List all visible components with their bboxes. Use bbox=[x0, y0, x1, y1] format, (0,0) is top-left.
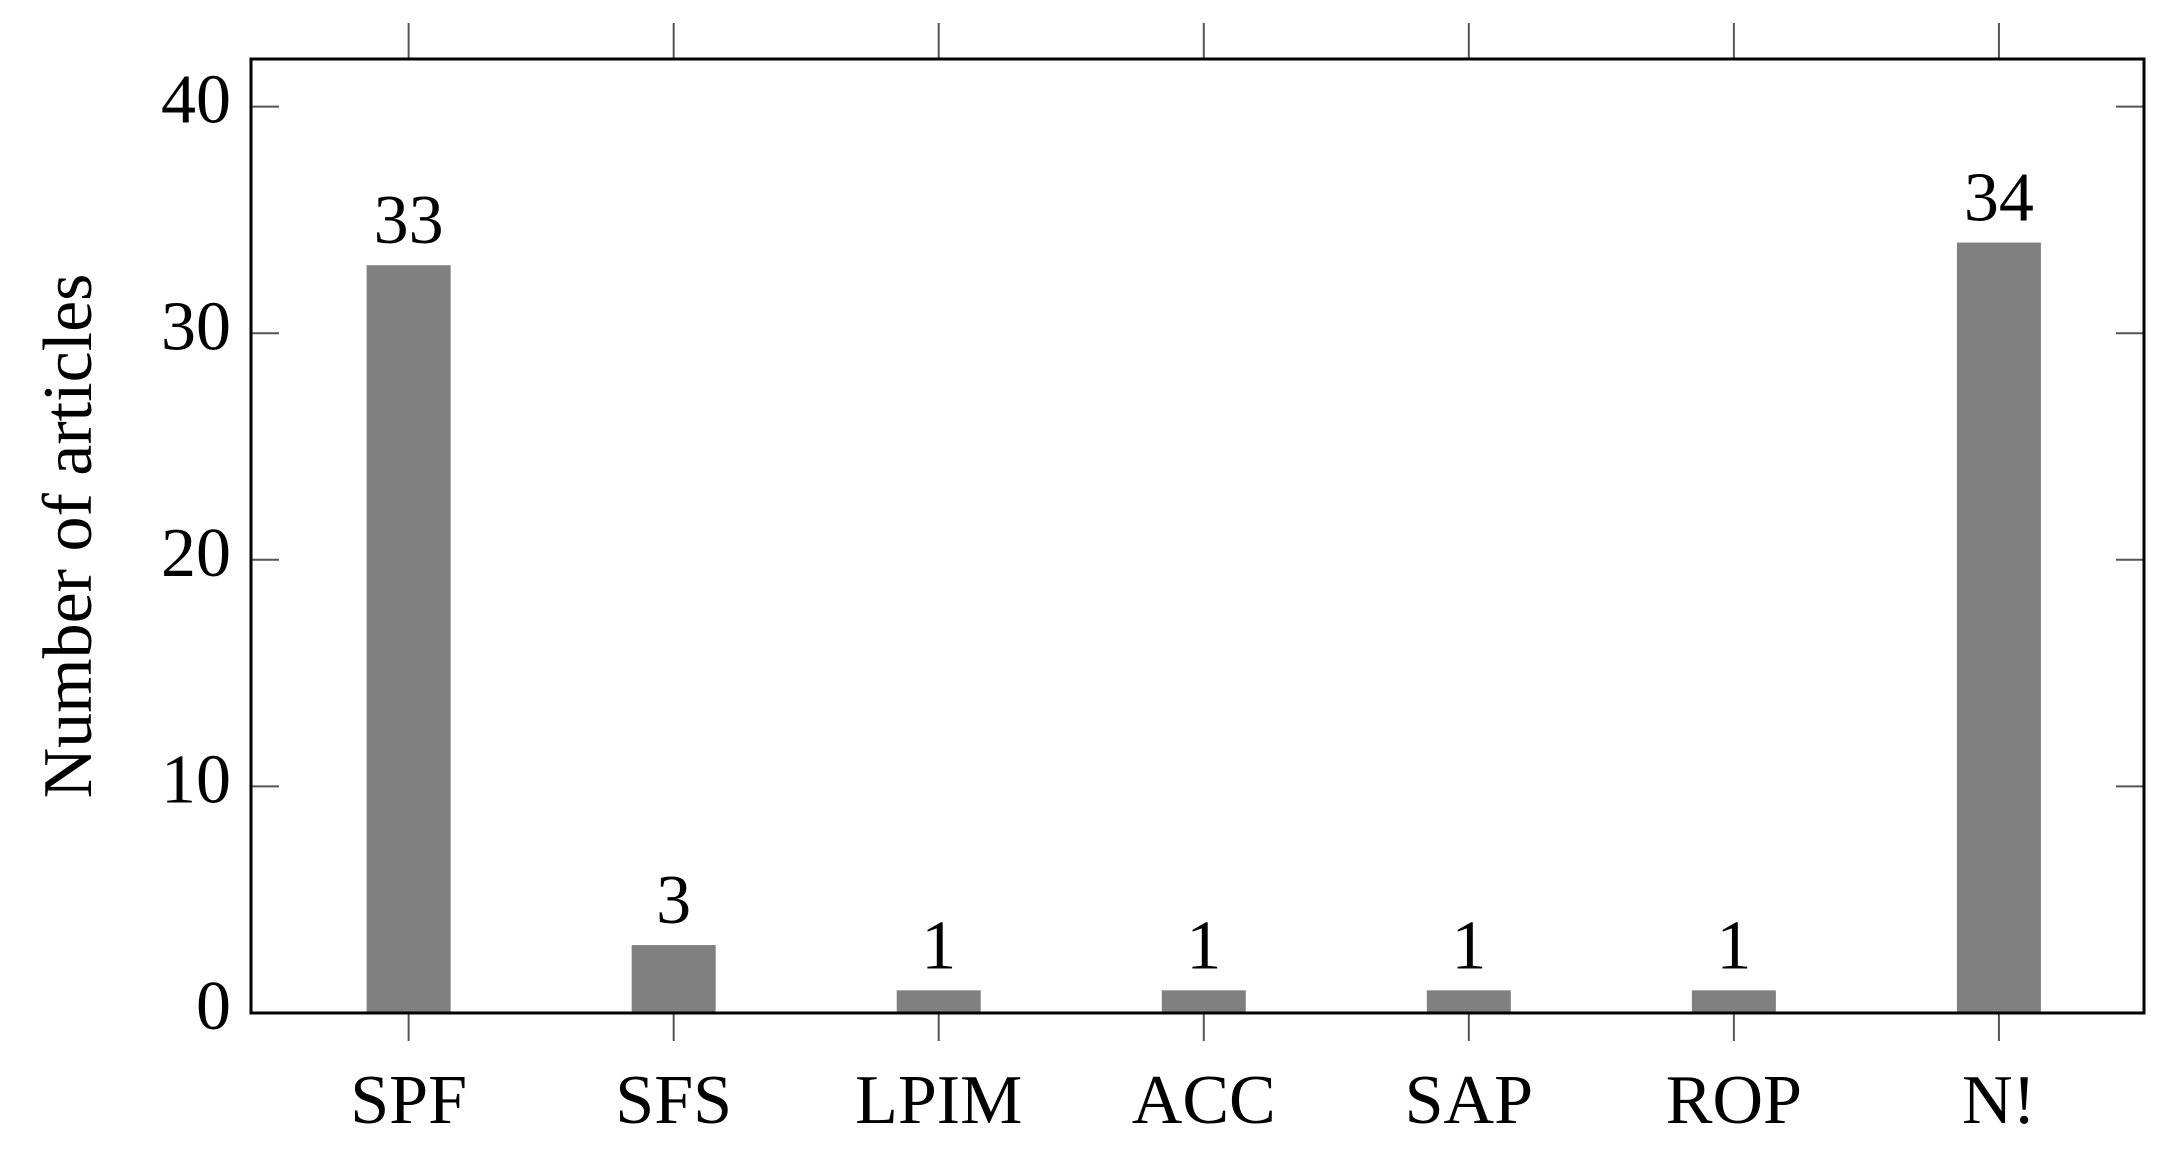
bar bbox=[1956, 242, 2041, 1013]
data-label: 1 bbox=[921, 907, 956, 984]
x-tick-label: LPIM bbox=[855, 1062, 1022, 1139]
data-label: 1 bbox=[1186, 907, 1221, 984]
bar bbox=[366, 265, 451, 1014]
y-tick-label: 10 bbox=[161, 741, 231, 818]
bar bbox=[896, 990, 981, 1013]
y-tick-label: 0 bbox=[196, 968, 231, 1045]
plot-frame bbox=[249, 57, 2146, 1015]
bar bbox=[1426, 990, 1511, 1013]
x-tick-label: N! bbox=[1962, 1062, 2036, 1139]
x-tick-label: SAP bbox=[1405, 1062, 1533, 1139]
y-tick-label: 30 bbox=[161, 288, 231, 365]
y-tick-label: 40 bbox=[161, 62, 231, 139]
data-label: 1 bbox=[1451, 907, 1486, 984]
x-tick-label: ROP bbox=[1666, 1062, 1802, 1139]
y-axis-label: Number of articles bbox=[30, 274, 107, 799]
data-label: 34 bbox=[1964, 160, 2034, 237]
y-tick-label: 20 bbox=[161, 515, 231, 592]
x-tick-label: ACC bbox=[1132, 1062, 1276, 1139]
bar bbox=[631, 945, 716, 1013]
data-label: 1 bbox=[1716, 907, 1751, 984]
bar bbox=[1161, 990, 1246, 1013]
data-label: 33 bbox=[374, 182, 444, 259]
data-label: 3 bbox=[656, 862, 691, 939]
x-tick-label: SPF bbox=[350, 1062, 467, 1139]
x-tick-label: SFS bbox=[615, 1062, 732, 1139]
bar bbox=[1691, 990, 1776, 1013]
